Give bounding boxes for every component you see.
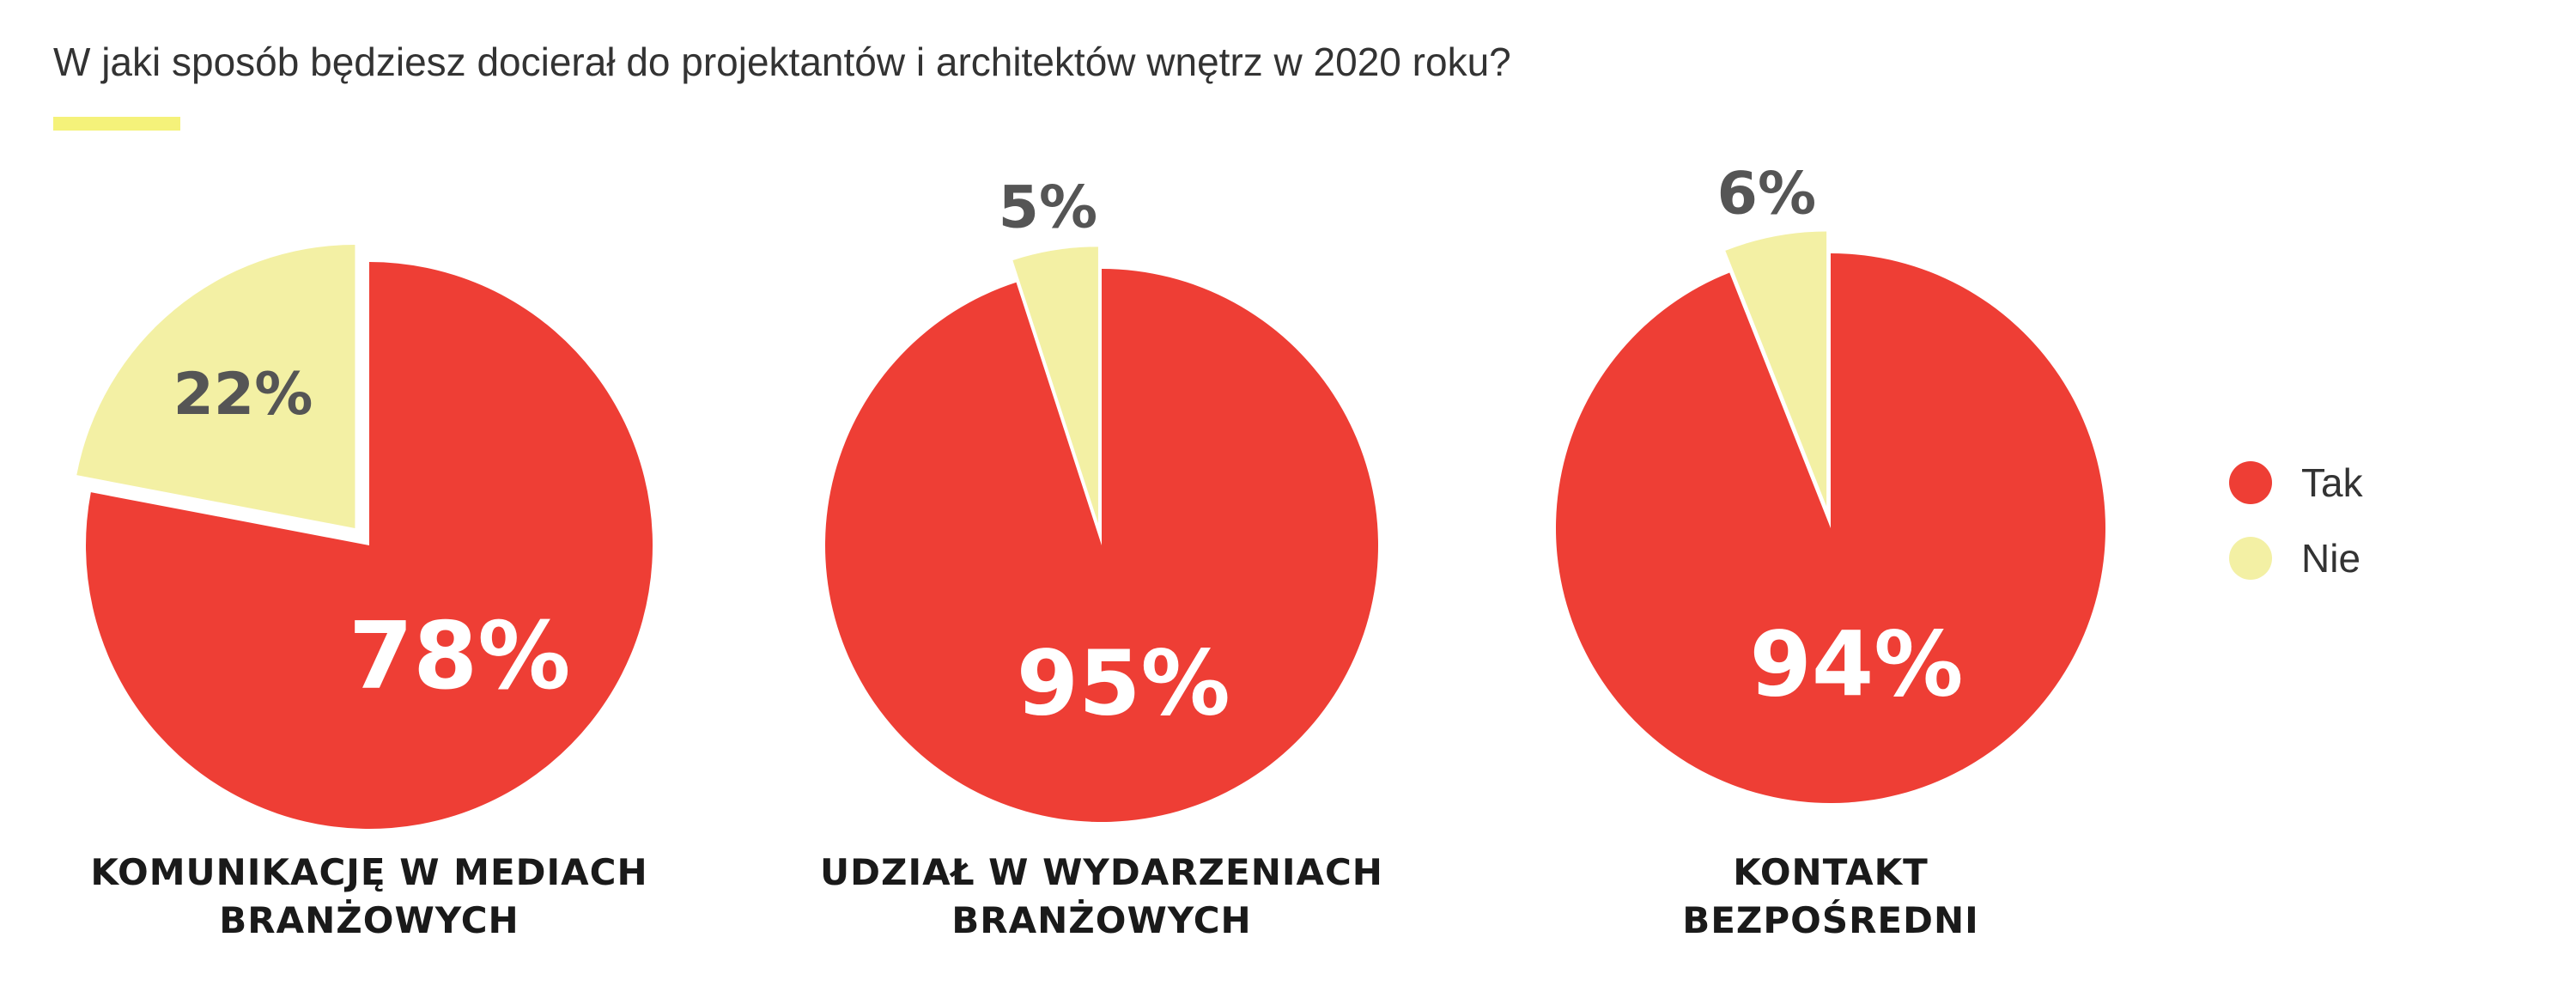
category-label-line: KONTAKT <box>1733 851 1929 893</box>
legend-label: Tak <box>2301 460 2364 505</box>
legend-marker <box>2229 461 2272 504</box>
legend-marker <box>2229 537 2272 580</box>
legend-item-tak: Tak <box>2229 460 2364 505</box>
slice-nie <box>1725 231 1827 507</box>
title-accent-bar <box>53 117 180 131</box>
slice-label-nie: 5% <box>999 173 1097 241</box>
pie-chart-2: 95% 5% UDZIAŁ W WYDARZENIACH BRANŻOWYCH <box>820 173 1383 941</box>
legend-label: Nie <box>2301 536 2360 581</box>
category-label-line: BEZPOŚREDNI <box>1682 898 1979 941</box>
slice-nie <box>1012 246 1098 524</box>
chart-title: W jaki sposób będziesz docierał do proje… <box>53 40 1511 84</box>
slice-tak <box>1555 253 2105 803</box>
slice-label-tak: 78% <box>349 603 571 710</box>
category-label-line: BRANŻOWYCH <box>219 898 519 941</box>
pie-charts-group: 78%22%KOMUNIKACJĘ W MEDIACHBRANŻOWYCH95%… <box>76 161 2105 941</box>
slice-tak <box>86 261 653 829</box>
legend: Tak Nie <box>2229 460 2364 581</box>
pie-chart-3: 94% 6% KONTAKT BEZPOŚREDNI <box>1555 161 2105 941</box>
slice-label-nie: 6% <box>1717 161 1816 228</box>
category-label-line: KOMUNIKACJĘ W MEDIACH <box>90 851 647 893</box>
slice-tak <box>825 269 1379 823</box>
pie-chart-1: 78% 22% KOMUNIKACJĘ W MEDIACH BRANŻOWYCH <box>76 244 653 941</box>
slice-label-tak: 95% <box>1017 631 1230 736</box>
slice-label-nie: 22% <box>173 361 313 429</box>
category-label-line: BRANŻOWYCH <box>951 898 1251 941</box>
slice-nie <box>76 244 355 528</box>
category-label-line: UDZIAŁ W WYDARZENIACH <box>820 851 1383 893</box>
slice-label-tak: 94% <box>1750 612 1964 717</box>
legend-item-nie: Nie <box>2229 536 2360 581</box>
